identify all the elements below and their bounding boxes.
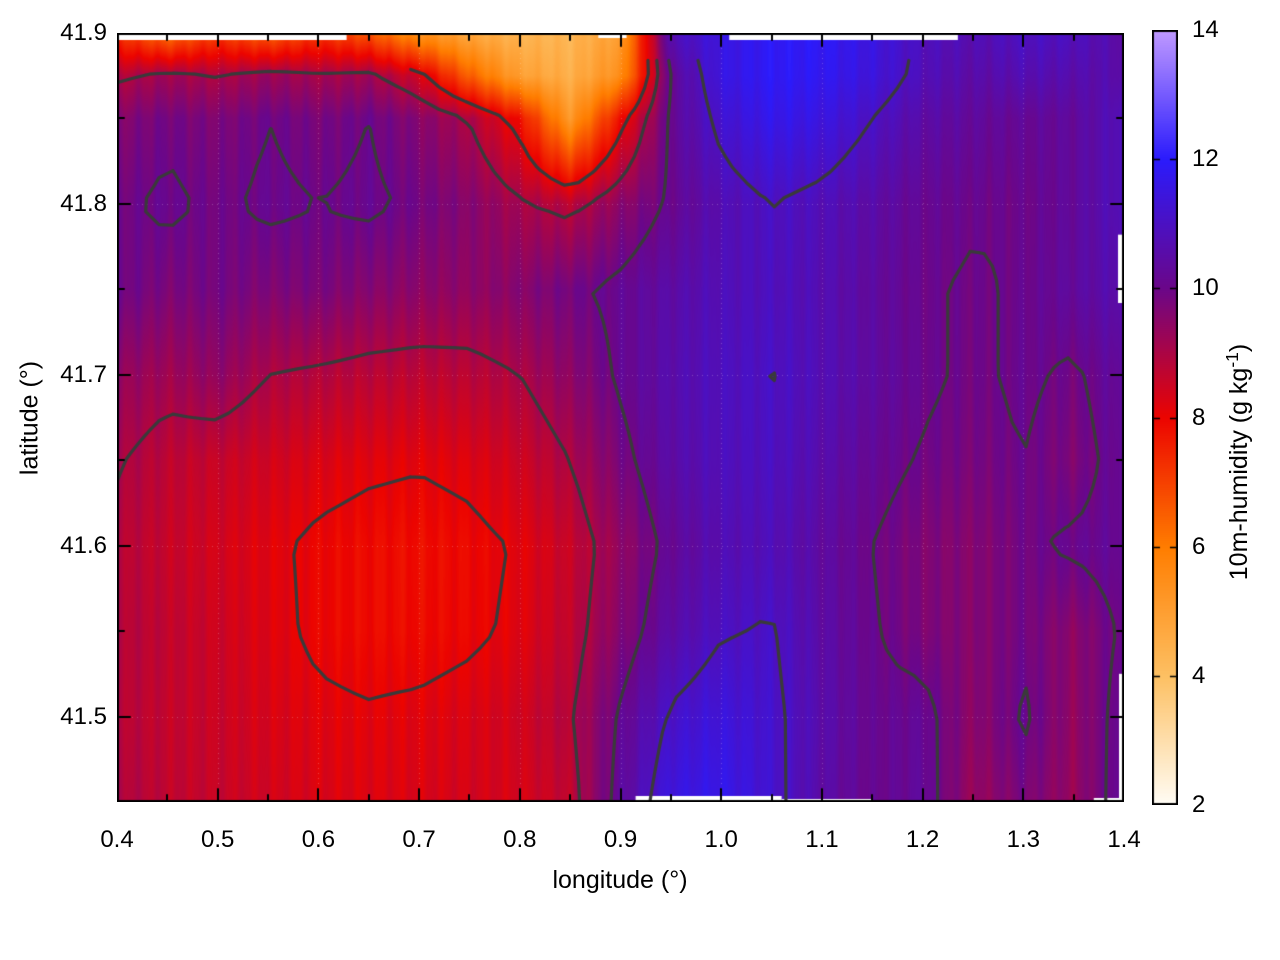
colorbar-tick-label: 2 (1192, 791, 1206, 818)
y-tick-label: 41.9 (60, 19, 107, 46)
x-tick-label: 1.0 (704, 826, 738, 853)
heatmap-plot-canvas (117, 33, 1124, 802)
colorbar-title-suffix: ) (1225, 343, 1254, 353)
colorbar-title-text: 10m-humidity (g kg (1225, 367, 1254, 581)
colorbar-title-superscript: -1 (1221, 352, 1242, 368)
colorbar-tick-label: 8 (1192, 403, 1206, 431)
colorbar-canvas (1152, 30, 1178, 805)
x-tick-label: 0.7 (402, 826, 436, 853)
x-tick-label: 0.5 (201, 826, 235, 853)
x-tick-label: 1.1 (805, 826, 839, 853)
y-tick-label: 41.8 (60, 189, 107, 217)
x-tick-label: 1.3 (1006, 826, 1040, 853)
colorbar-tick-label: 14 (1192, 16, 1219, 43)
colorbar-tick-label: 12 (1192, 145, 1219, 173)
x-tick-label: 0.9 (603, 826, 638, 853)
x-tick-label: 1.2 (905, 826, 940, 853)
colorbar-tick-label: 4 (1192, 661, 1206, 689)
x-tick-label: 1.4 (1107, 826, 1141, 853)
y-tick-label: 41.7 (60, 360, 107, 388)
y-tick-label: 41.5 (60, 702, 107, 730)
x-tick-label: 0.6 (301, 826, 336, 853)
y-tick-label: 41.6 (60, 531, 107, 559)
colorbar-title: 10m-humidity (g kg-1) (1222, 344, 1254, 580)
colorbar-tick-label: 10 (1192, 274, 1219, 302)
x-tick-label: 0.8 (503, 826, 537, 853)
x-axis-title: longitude (°) (552, 866, 688, 894)
x-tick-label: 0.4 (100, 826, 134, 853)
colorbar-tick-label: 6 (1192, 532, 1206, 560)
